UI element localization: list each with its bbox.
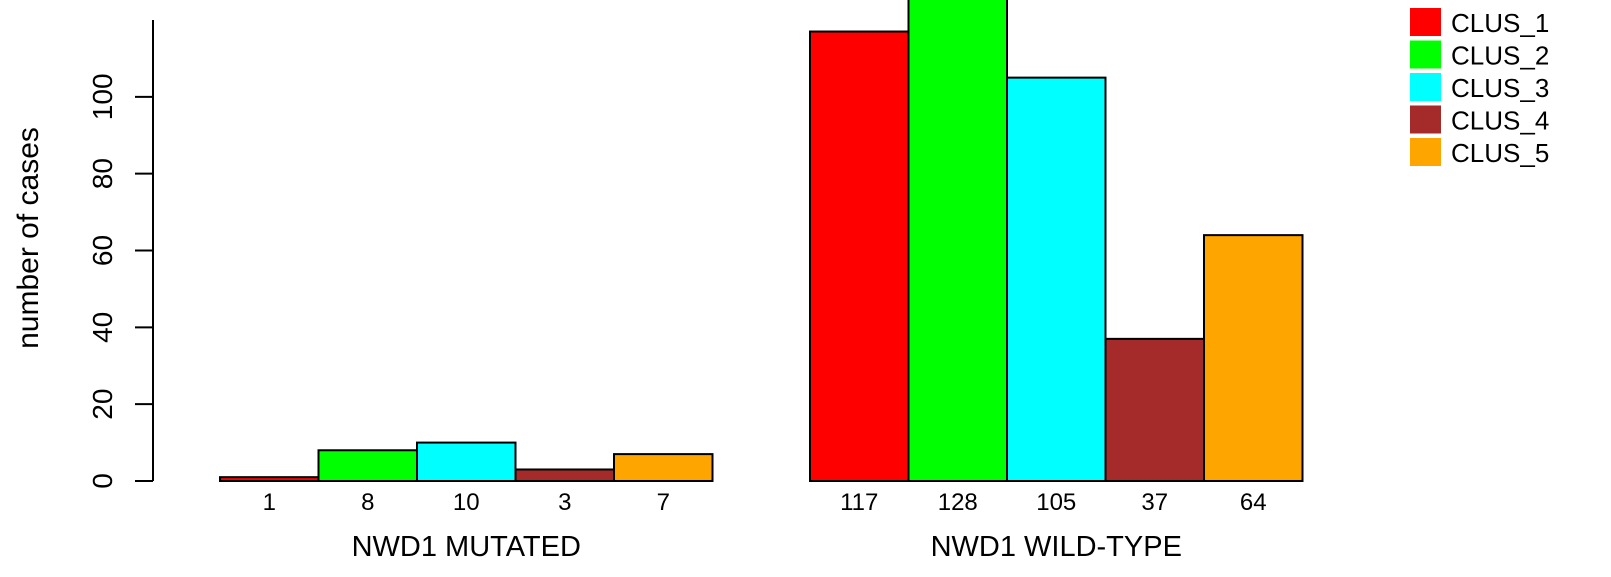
bar-clus-3 [416,441,517,483]
group-labels: NWD1 MUTATED NWD1 WILD-TYPE [352,531,1182,563]
bar-clus-4 [1104,337,1205,482]
bar-clus-2 [317,449,418,482]
group-label: NWD1 WILD-TYPE [931,531,1182,563]
bar-value-label: 8 [361,489,374,516]
bar-value-label: 64 [1240,489,1267,516]
bar-clus-4 [514,468,615,483]
bar-value-label: 117 [840,489,878,516]
y-axis: 0 20 40 60 80 100 [87,20,154,489]
y-axis-label: number of cases [12,127,45,349]
group-label: NWD1 MUTATED [352,531,581,563]
bar-clus-1 [809,30,910,483]
bar-clus-2 [907,0,1008,483]
legend-label: CLUS_5 [1451,138,1549,168]
bar-value-label: 37 [1141,489,1168,516]
y-tick-label: 40 [87,312,118,343]
legend-label: CLUS_4 [1451,106,1549,136]
bar-clus-1 [219,476,320,482]
bar-clus-3 [1006,76,1107,482]
bar-value-label: 1 [263,489,276,516]
bar-clus-5 [613,453,714,483]
bar-value-label: 7 [657,489,670,516]
bar-clus-5 [1203,234,1304,482]
bar-value-label: 105 [1036,489,1076,516]
y-tick-label: 80 [87,158,118,189]
y-tick-label: 20 [87,389,118,420]
bar-value-label: 128 [938,489,978,516]
y-tick-label: 0 [87,473,118,489]
legend-label: CLUS_1 [1451,8,1549,38]
legend-swatch [1410,105,1441,134]
y-tick-label: 100 [87,73,118,120]
legend-swatch [1410,138,1441,166]
legend-swatch [1410,8,1441,36]
legend-swatch [1410,40,1441,69]
legend-label: CLUS_2 [1451,41,1549,71]
value-labels: 1 8 10 3 7 117 128 105 37 64 [263,489,1267,516]
bar-value-label: 10 [453,489,480,516]
y-tick-label: 60 [87,235,118,266]
legend-label: CLUS_3 [1451,73,1549,103]
legend-swatch [1410,73,1441,101]
bars [219,0,1304,483]
bar-value-label: 3 [558,489,571,516]
